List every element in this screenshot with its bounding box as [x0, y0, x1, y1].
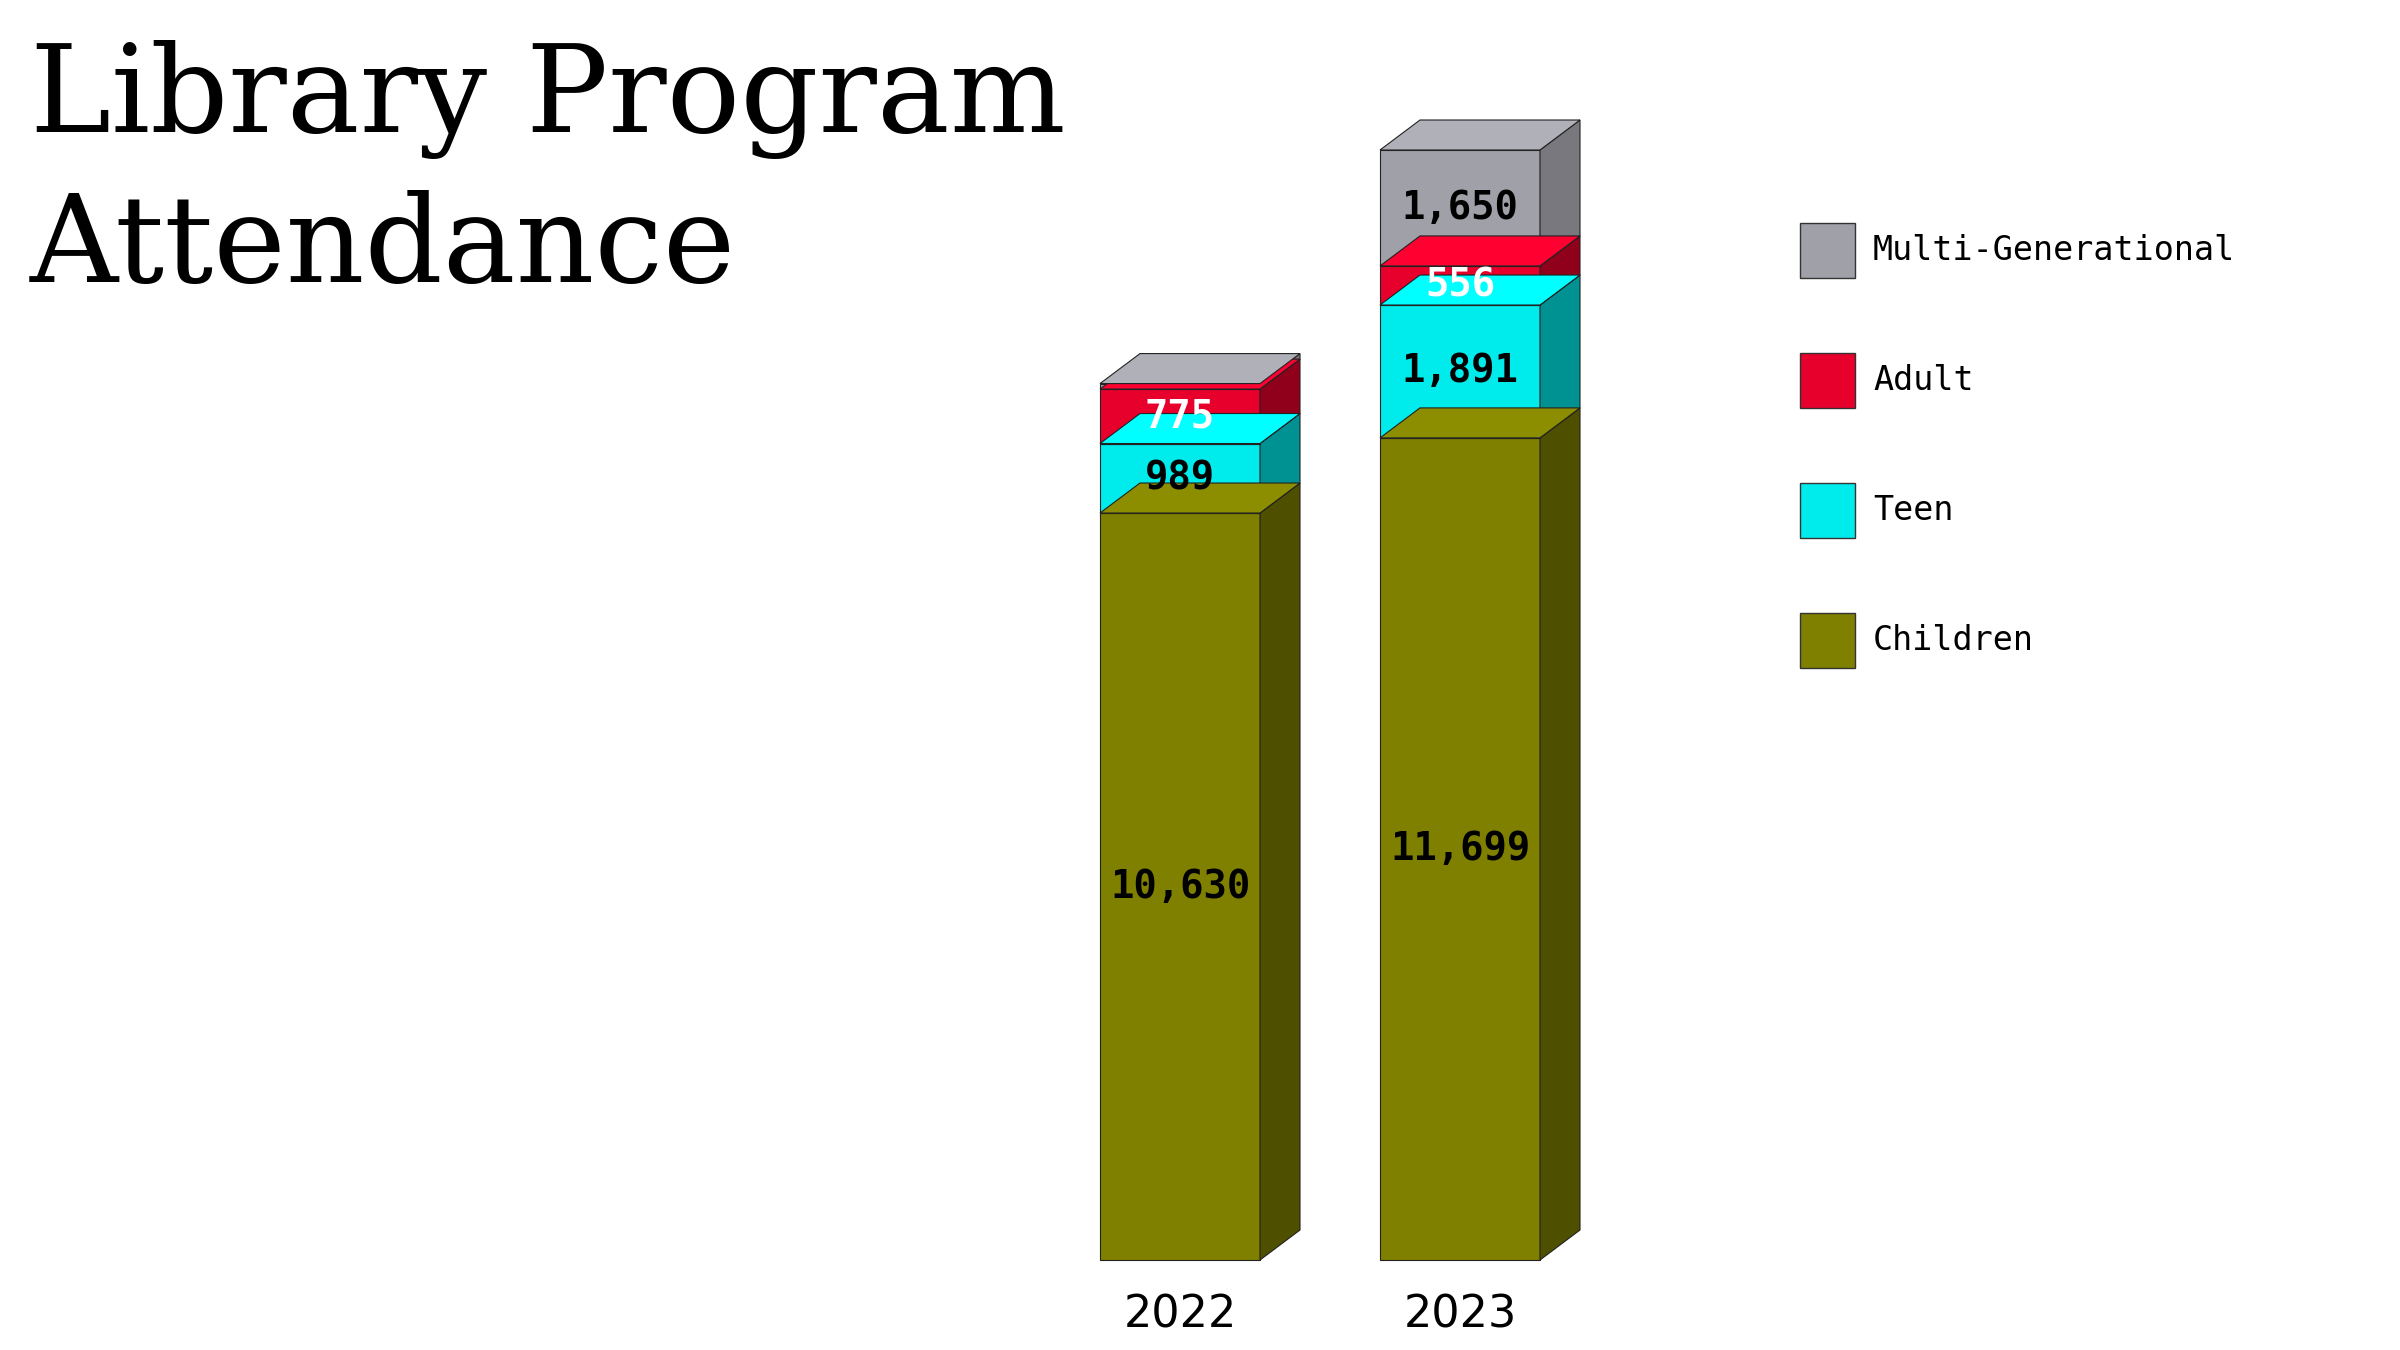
Polygon shape — [1380, 437, 1541, 1260]
Polygon shape — [1099, 359, 1301, 389]
Polygon shape — [1099, 483, 1301, 513]
Polygon shape — [1380, 150, 1541, 266]
Polygon shape — [1099, 389, 1260, 444]
Polygon shape — [1541, 120, 1579, 266]
Polygon shape — [1260, 413, 1301, 513]
Polygon shape — [1380, 408, 1579, 437]
Polygon shape — [1541, 275, 1579, 437]
Text: 2022: 2022 — [1123, 1293, 1236, 1336]
Polygon shape — [1380, 305, 1541, 437]
Polygon shape — [1099, 354, 1301, 383]
Polygon shape — [1541, 236, 1579, 305]
Polygon shape — [1099, 383, 1260, 389]
Bar — [1800, 352, 1855, 408]
Bar — [1800, 223, 1855, 278]
Polygon shape — [1260, 354, 1301, 389]
Text: 989: 989 — [1145, 459, 1214, 497]
Polygon shape — [1260, 359, 1301, 444]
Polygon shape — [1380, 236, 1579, 266]
Text: Children: Children — [1872, 624, 2035, 656]
Text: 2023: 2023 — [1404, 1293, 1517, 1336]
Text: Teen: Teen — [1872, 494, 1954, 526]
Text: 1,650: 1,650 — [1402, 189, 1519, 227]
Bar — [1800, 482, 1855, 537]
Text: Multi-Generational: Multi-Generational — [1872, 234, 2234, 266]
Text: 10,630: 10,630 — [1109, 868, 1250, 906]
Polygon shape — [1380, 266, 1541, 305]
Polygon shape — [1380, 120, 1579, 150]
Text: 11,699: 11,699 — [1390, 830, 1531, 868]
Polygon shape — [1380, 275, 1579, 305]
Text: Adult: Adult — [1872, 363, 1973, 397]
Text: 775: 775 — [1145, 397, 1214, 435]
Polygon shape — [1260, 483, 1301, 1260]
Polygon shape — [1541, 408, 1579, 1260]
Text: 556: 556 — [1426, 266, 1495, 305]
Polygon shape — [1099, 513, 1260, 1260]
Bar — [1800, 613, 1855, 667]
Text: Library Program: Library Program — [29, 40, 1066, 159]
Polygon shape — [1099, 444, 1260, 513]
Text: 1,891: 1,891 — [1402, 352, 1519, 390]
Polygon shape — [1099, 413, 1301, 444]
Text: Attendance: Attendance — [29, 190, 737, 306]
